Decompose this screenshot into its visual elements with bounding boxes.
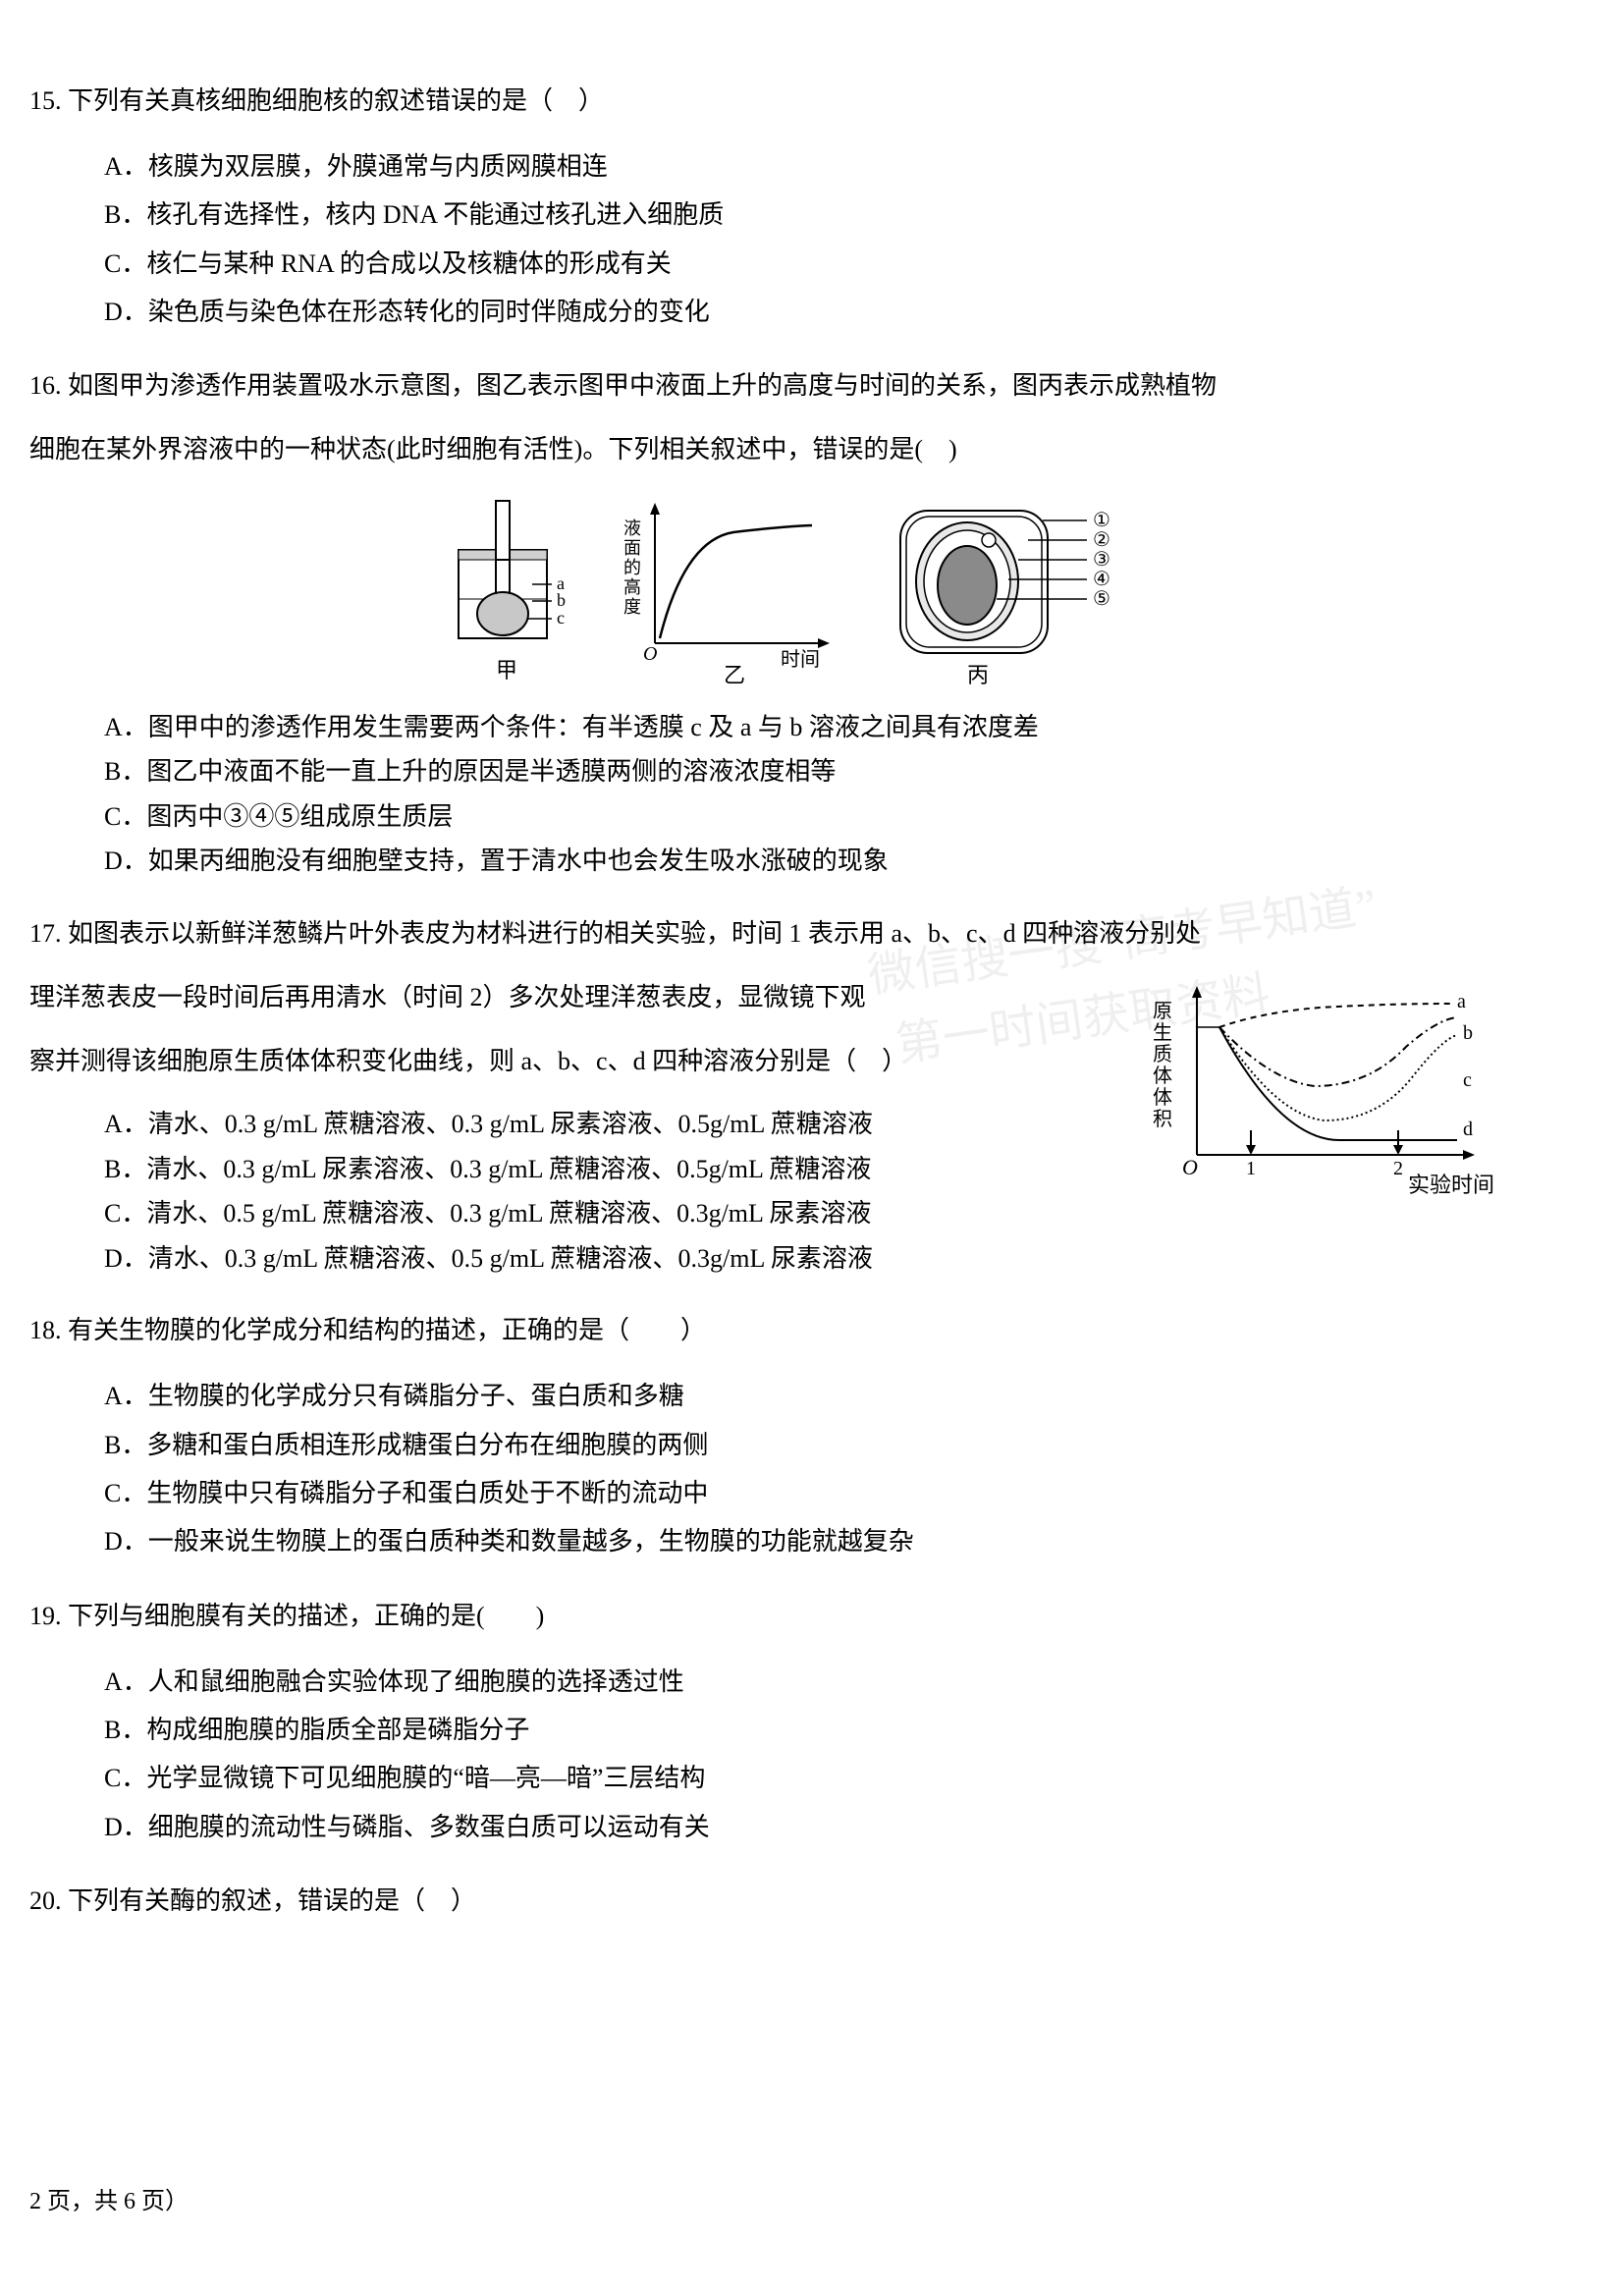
yi-ylabel-3: 的 — [623, 558, 641, 577]
question-17: 微信搜一搜“高考早知道” 第一时间获取资料 17. 如图表示以新鲜洋葱鳞片叶外表… — [29, 911, 1526, 1281]
q15-option-a: A．核膜为双层膜，外膜通常与内质网膜相连 — [29, 142, 1526, 191]
question-15: 15. 下列有关真核细胞细胞核的叙述错误的是（ ） A．核膜为双层膜，外膜通常与… — [29, 79, 1526, 336]
bing-marker-4: ④ — [1093, 569, 1110, 590]
q16-diagrams: a b c 甲 液 面 的 高 度 O 时间 乙 — [29, 491, 1526, 687]
q16-figure-jia: a b c 甲 — [419, 491, 576, 687]
yi-origin: O — [643, 643, 657, 665]
yi-xlabel: 时间 — [781, 648, 820, 671]
q19-option-c: C．光学显微镜下可见细胞膜的“暗—亮—暗”三层结构 — [29, 1754, 1526, 1802]
q15-stem: 15. 下列有关真核细胞细胞核的叙述错误的是（ ） — [29, 79, 1526, 125]
q19-stem: 19. 下列与细胞膜有关的描述，正确的是( ) — [29, 1594, 1526, 1640]
q17-yl-4: 体 — [1153, 1065, 1172, 1087]
q15-option-c: C．核仁与某种 RNA 的合成以及核糖体的形成有关 — [29, 240, 1526, 288]
q17-yl-3: 质 — [1153, 1043, 1172, 1065]
bing-marker-2: ② — [1093, 529, 1110, 551]
q16-figure-yi: 液 面 的 高 度 O 时间 乙 — [616, 491, 841, 687]
yi-ylabel-1: 液 — [623, 519, 641, 538]
question-16: 16. 如图甲为渗透作用装置吸水示意图，图乙表示图甲中液面上升的高度与时间的关系… — [29, 363, 1526, 884]
yi-ylabel-5: 度 — [623, 597, 641, 617]
q18-option-c: C．生物膜中只有磷脂分子和蛋白质处于不断的流动中 — [29, 1469, 1526, 1517]
q17-xtick-2: 2 — [1393, 1158, 1403, 1179]
q18-stem: 18. 有关生物膜的化学成分和结构的描述，正确的是（ ） — [29, 1308, 1526, 1354]
q16-figure-bing: ① ② ③ ④ ⑤ 丙 — [881, 491, 1136, 687]
q17-label-c: c — [1463, 1069, 1472, 1091]
yi-ylabel-2: 面 — [623, 538, 641, 558]
question-18: 18. 有关生物膜的化学成分和结构的描述，正确的是（ ） A．生物膜的化学成分只… — [29, 1308, 1526, 1565]
q20-stem: 20. 下列有关酶的叙述，错误的是（ ） — [29, 1879, 1526, 1925]
q17-origin: O — [1182, 1155, 1198, 1179]
bing-caption: 丙 — [967, 663, 989, 687]
jia-label-b: b — [557, 590, 566, 610]
q19-option-b: B．构成细胞膜的脂质全部是磷脂分子 — [29, 1706, 1526, 1754]
q17-xtick-1: 1 — [1246, 1158, 1256, 1179]
q16-option-b: B．图乙中液面不能一直上升的原因是半透膜两侧的溶液浓度相等 — [29, 749, 1526, 794]
q18-option-d: D．一般来说生物膜上的蛋白质种类和数量越多，生物膜的功能就越复杂 — [29, 1517, 1526, 1565]
q19-option-d: D．细胞膜的流动性与磷脂、多数蛋白质可以运动有关 — [29, 1803, 1526, 1851]
q16-option-c: C．图丙中③④⑤组成原生质层 — [29, 794, 1526, 840]
q15-option-b: B．核孔有选择性，核内 DNA 不能通过核孔进入细胞质 — [29, 191, 1526, 239]
bing-marker-3: ③ — [1093, 549, 1110, 571]
yi-ylabel-4: 高 — [623, 577, 641, 597]
q17-xlabel: 实验时间 — [1408, 1173, 1494, 1197]
q16-option-d: D．如果丙细胞没有细胞壁支持，置于清水中也会发生吸水涨破的现象 — [29, 839, 1526, 884]
q18-option-b: B．多糖和蛋白质相连形成糖蛋白分布在细胞膜的两侧 — [29, 1421, 1526, 1469]
bing-marker-1: ① — [1093, 510, 1110, 531]
question-20: 20. 下列有关酶的叙述，错误的是（ ） — [29, 1879, 1526, 1925]
q17-label-d: d — [1463, 1119, 1473, 1140]
q18-option-a: A．生物膜的化学成分只有磷脂分子、蛋白质和多糖 — [29, 1372, 1526, 1420]
jia-label-c: c — [557, 608, 565, 628]
bing-marker-5: ⑤ — [1093, 588, 1110, 610]
q16-stem-2: 细胞在某外界溶液中的一种状态(此时细胞有活性)。下列相关叙述中，错误的是( ) — [29, 427, 1526, 473]
q16-stem-1: 16. 如图甲为渗透作用装置吸水示意图，图乙表示图甲中液面上升的高度与时间的关系… — [29, 363, 1526, 410]
jia-caption: 甲 — [496, 658, 517, 683]
q17-chart: 原 生 质 体 体 积 O 1 2 实验时间 a b c d — [1143, 978, 1506, 1204]
q17-yl-1: 原 — [1153, 1001, 1172, 1022]
q17-label-a: a — [1457, 991, 1466, 1012]
q17-stem-1: 17. 如图表示以新鲜洋葱鳞片叶外表皮为材料进行的相关实验，时间 1 表示用 a… — [29, 911, 1526, 957]
q17-label-b: b — [1463, 1022, 1473, 1044]
page-footer: 2 页，共 6 页） — [29, 2181, 189, 2215]
q16-option-a: A．图甲中的渗透作用发生需要两个条件：有半透膜 c 及 a 与 b 溶液之间具有… — [29, 705, 1526, 750]
yi-caption: 乙 — [724, 663, 745, 687]
question-19: 19. 下列与细胞膜有关的描述，正确的是( ) A．人和鼠细胞融合实验体现了细胞… — [29, 1594, 1526, 1851]
q17-yl-6: 积 — [1153, 1108, 1172, 1130]
q17-yl-5: 体 — [1153, 1086, 1172, 1109]
q17-option-d: D．清水、0.3 g/mL 蔗糖溶液、0.5 g/mL 蔗糖溶液、0.3g/mL… — [29, 1236, 1526, 1282]
q15-option-d: D．染色质与染色体在形态转化的同时伴随成分的变化 — [29, 288, 1526, 336]
q17-yl-2: 生 — [1153, 1021, 1172, 1044]
q19-option-a: A．人和鼠细胞融合实验体现了细胞膜的选择透过性 — [29, 1658, 1526, 1706]
